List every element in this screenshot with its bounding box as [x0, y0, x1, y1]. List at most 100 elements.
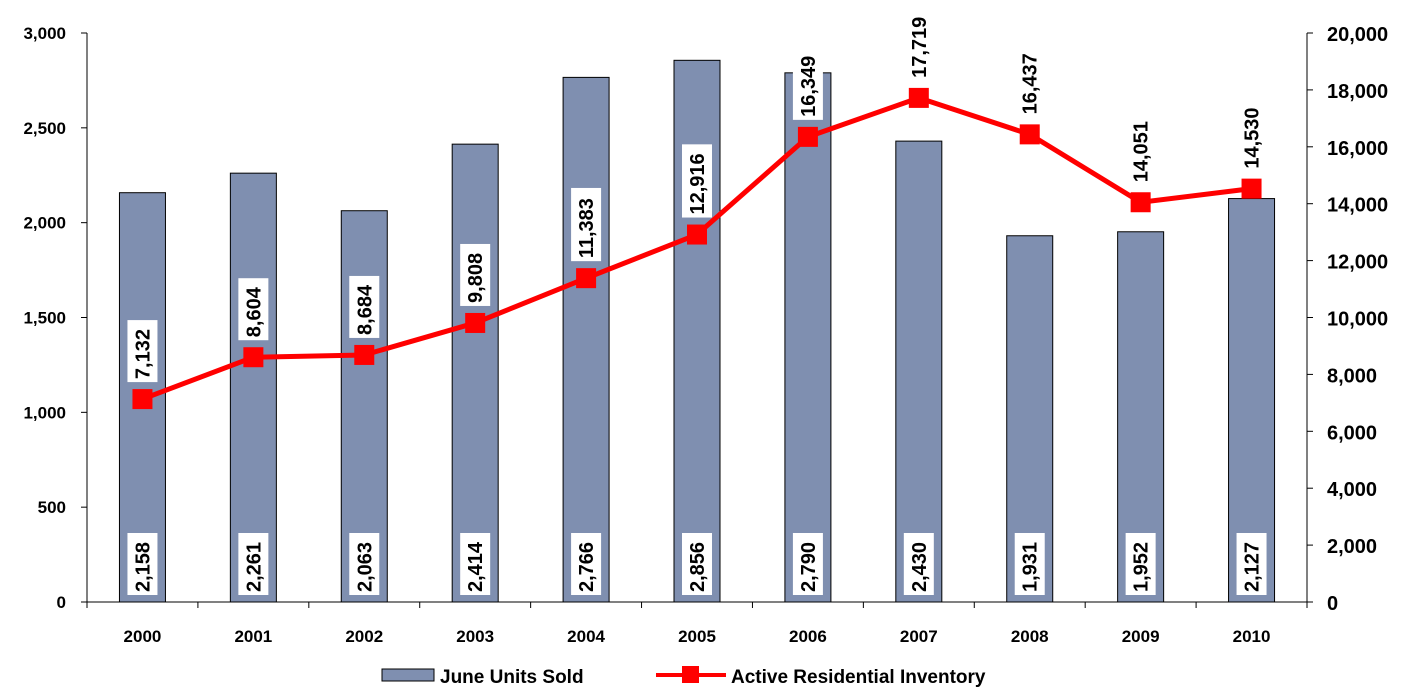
bar-value-label-2010-box: [1236, 533, 1267, 595]
bar-value-label-2008-text: 1,931: [1020, 542, 1042, 592]
bar-value-label-2007-text: 2,430: [909, 542, 931, 592]
bar-value-label-2009-box: [1125, 533, 1156, 595]
x-tick-label: 2000: [124, 627, 162, 646]
inventory-value-label-2004-box: [571, 187, 602, 262]
inventory-value-label-2001: 8,604: [238, 278, 269, 341]
inventory-value-label-2008-box: [1014, 44, 1045, 118]
bar-value-label-2006: 2,790: [792, 533, 823, 595]
bar-value-label-2003-text: 2,414: [465, 541, 487, 592]
inventory-value-label-2007-text: 17,719: [909, 17, 931, 78]
inventory-value-label-2005-text: 12,916: [687, 153, 709, 214]
x-tick-label: 2006: [789, 627, 827, 646]
bar-value-label-2010: 2,127: [1236, 533, 1267, 595]
inventory-marker-2009: [1130, 192, 1151, 213]
inventory-marker-2008: [1019, 124, 1040, 145]
left-tick-label: 0: [57, 593, 66, 612]
bar-value-label-2005: 2,856: [682, 533, 712, 595]
inventory-value-label-2001-box: [238, 278, 269, 341]
bar-value-label-2005-box: [682, 533, 712, 595]
line-series: [132, 87, 1262, 410]
bar-series: [118, 59, 1276, 603]
right-tick-label: 0: [1327, 593, 1338, 615]
bar-2004: [562, 76, 610, 603]
bar-2002: [340, 210, 388, 603]
x-tick-label: 2010: [1233, 627, 1271, 646]
inventory-value-label-2003-text: 9,808: [465, 253, 487, 303]
inventory-value-label-2004-text: 11,383: [576, 198, 598, 258]
right-tick-label: 2,000: [1327, 536, 1377, 558]
inventory-marker-2006: [797, 126, 818, 147]
inventory-value-label-2000: 7,132: [127, 320, 158, 383]
left-tick-label: 500: [38, 498, 66, 517]
bar-value-label-2007: 2,430: [903, 533, 934, 595]
data-labels: 2,158 2,261 2,063 2,414 2,766 2,856 2,790 2,430…: [127, 7, 1267, 595]
bar-value-label-2007-box: [903, 533, 934, 595]
inventory-value-label-2005: 12,916: [682, 144, 712, 218]
bar-value-label-2000: 2,158: [127, 533, 158, 595]
right-tick-label: 6,000: [1327, 422, 1377, 444]
left-tick-label: 1,500: [23, 309, 66, 328]
inventory-marker-2002: [354, 344, 375, 365]
inventory-marker-2010: [1241, 178, 1262, 199]
inventory-value-label-2008: 16,437: [1014, 44, 1045, 118]
x-tick-label: 2002: [345, 627, 383, 646]
inventory-marker-2004: [576, 268, 597, 289]
bar-value-label-2001-text: 2,261: [243, 542, 265, 592]
bar-value-label-2004-box: [571, 533, 602, 595]
inventory-value-label-2001-text: 8,604: [243, 286, 265, 337]
inventory-marker-2005: [687, 224, 707, 245]
x-tick-label: 2004: [567, 627, 605, 646]
left-tick-label: 2,000: [23, 214, 66, 233]
bar-value-label-2002-box: [349, 533, 380, 595]
inventory-value-label-2002-box: [349, 275, 380, 338]
bar-2006: [784, 72, 832, 603]
bar-value-label-2002: 2,063: [349, 533, 380, 595]
inventory-value-label-2006-box: [792, 46, 823, 120]
inventory-value-label-2009-text: 14,051: [1131, 121, 1153, 182]
bar-2007: [895, 140, 943, 603]
inventory-value-label-2010-text: 14,530: [1242, 107, 1264, 168]
right-tick-label: 20,000: [1327, 24, 1388, 46]
bar-2001: [229, 172, 277, 603]
inventory-value-label-2009-box: [1125, 112, 1156, 186]
right-tick-label: 4,000: [1327, 479, 1377, 501]
inventory-value-label-2000-text: 7,132: [132, 329, 154, 379]
right-tick-label: 14,000: [1327, 195, 1388, 217]
right-tick-label: 10,000: [1327, 309, 1388, 331]
x-tick-label: 2007: [900, 627, 938, 646]
inventory-value-label-2009: 14,051: [1125, 112, 1156, 186]
inventory-value-label-2003-box: [460, 243, 491, 306]
inventory-value-label-2010: 14,530: [1236, 98, 1267, 172]
inventory-value-label-2010-box: [1236, 98, 1267, 172]
right-tick-label: 12,000: [1327, 252, 1388, 274]
left-tick-label: 2,500: [23, 119, 66, 138]
right-tick-label: 8,000: [1327, 365, 1377, 387]
bar-value-label-2006-box: [792, 533, 823, 595]
inventory-value-label-2008-text: 16,437: [1020, 53, 1042, 114]
x-tick-label: 2003: [456, 627, 494, 646]
inventory-value-label-2002: 8,684: [349, 275, 380, 338]
bar-value-label-2004: 2,766: [571, 533, 602, 595]
x-tick-label: 2005: [678, 627, 716, 646]
bar-value-label-2003: 2,414: [460, 533, 491, 595]
bar-value-label-2000-text: 2,158: [132, 542, 154, 592]
inventory-marker-2000: [132, 389, 153, 410]
inventory-value-label-2006: 16,349: [792, 46, 823, 120]
bar-value-label-2008: 1,931: [1014, 533, 1045, 595]
bar-value-label-2000-box: [127, 533, 158, 595]
x-tick-label: 2001: [234, 627, 272, 646]
inventory-value-label-2003: 9,808: [460, 243, 491, 306]
x-tick-label: 2008: [1011, 627, 1049, 646]
right-tick-label: 18,000: [1327, 81, 1388, 103]
legend-label-bars: June Units Sold: [440, 667, 584, 688]
bar-value-label-2001: 2,261: [238, 533, 269, 595]
legend-swatch-bars: [381, 668, 435, 682]
bar-value-label-2004-text: 2,766: [576, 542, 598, 592]
left-tick-label: 3,000: [23, 24, 66, 43]
bar-value-label-2008-box: [1014, 533, 1045, 595]
bar-2003: [451, 143, 499, 603]
bar-value-label-2003-box: [460, 533, 491, 595]
legend-marker-swatch: [682, 666, 699, 683]
inventory-marker-2007: [908, 87, 929, 108]
